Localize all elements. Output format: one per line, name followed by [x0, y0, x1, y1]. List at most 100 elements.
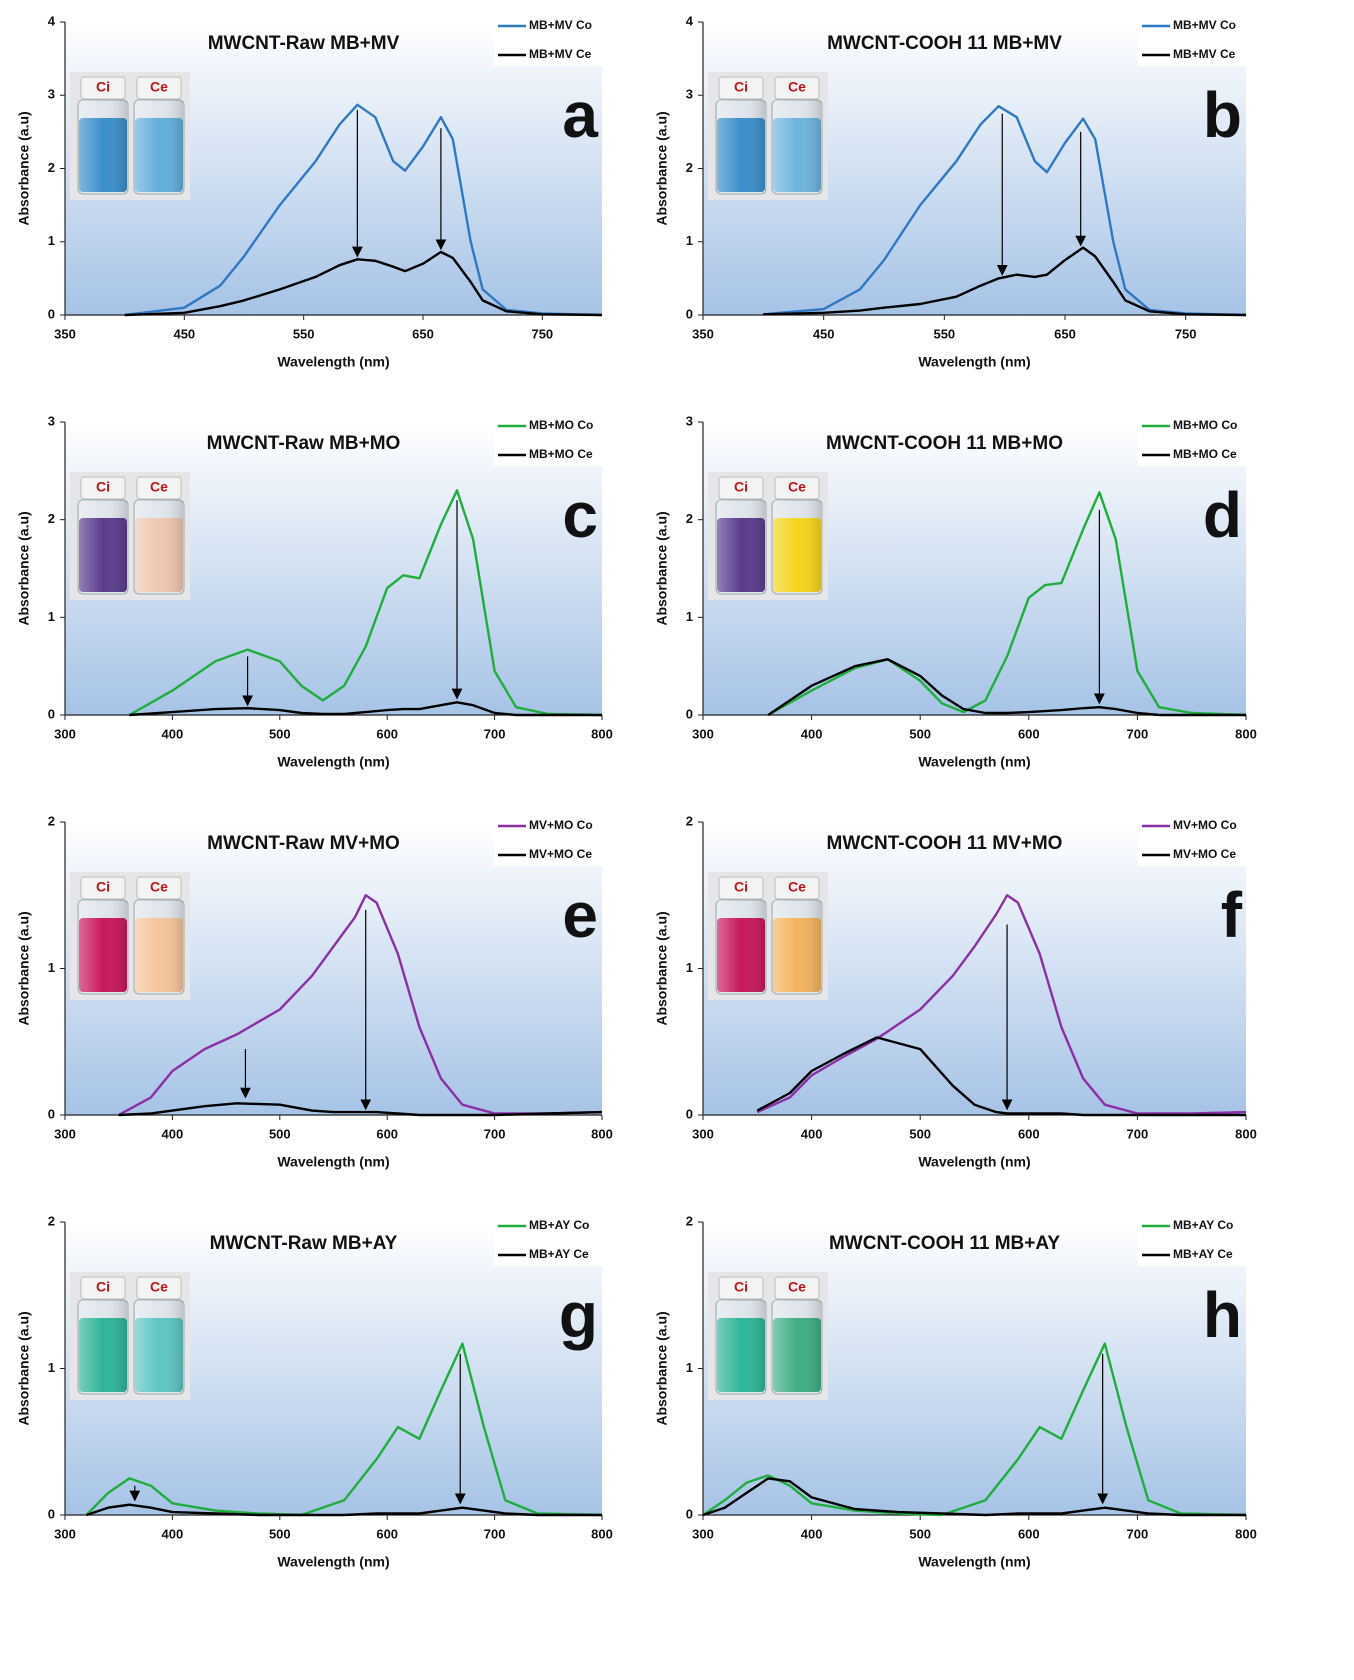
- vial-cap: [136, 1276, 182, 1300]
- panel-letter: b: [1203, 79, 1242, 151]
- vial-label: Ci: [734, 79, 748, 95]
- legend-box: [1138, 8, 1264, 66]
- legend-box: [494, 408, 620, 466]
- y-tick-label: 1: [48, 960, 55, 975]
- y-tick-label: 3: [48, 87, 55, 102]
- legend-label: MB+MV Co: [1173, 18, 1236, 32]
- vial-shine: [135, 500, 183, 592]
- vial-shine: [135, 1300, 183, 1392]
- vial-cap: [136, 76, 182, 100]
- panel-letter: a: [562, 79, 598, 151]
- legend-label: MV+MO Ce: [1173, 847, 1236, 861]
- series-line: [763, 105, 1247, 317]
- x-tick-label: 800: [1235, 726, 1257, 741]
- legend-label: MB+MV Ce: [529, 47, 592, 61]
- legend-box: [494, 1208, 620, 1266]
- legend-label: MB+MV Ce: [1173, 47, 1236, 61]
- vial-shine: [79, 1300, 127, 1392]
- vial-label: Ci: [734, 879, 748, 895]
- vial-cap: [80, 876, 126, 900]
- x-tick-label: 500: [909, 726, 931, 741]
- x-tick-label: 500: [269, 1526, 291, 1541]
- y-axis-label: Absorbance (a.u): [654, 911, 670, 1025]
- legend-label: MB+MO Ce: [1173, 447, 1237, 461]
- vial-label: Ci: [96, 879, 110, 895]
- series-line: [763, 246, 1247, 317]
- vial-cap: [80, 76, 126, 100]
- x-tick-label: 450: [173, 326, 195, 341]
- panel: 0 1 2 3 4 350 450 550 650 750 Wavelength (nm) Absor…: [654, 8, 1264, 370]
- x-tick-label: 300: [54, 1526, 76, 1541]
- vial-cap: [774, 1276, 820, 1300]
- x-tick-label: 300: [54, 1126, 76, 1141]
- vial-cap: [80, 1276, 126, 1300]
- chart-title: MWCNT-COOH 11 MV+MO: [827, 833, 1063, 854]
- x-tick-label: 750: [1175, 326, 1197, 341]
- series-line: [85, 1342, 603, 1517]
- vial-shine: [135, 100, 183, 192]
- y-tick-label: 0: [686, 706, 693, 721]
- vial-shine: [79, 500, 127, 592]
- y-tick-label: 1: [686, 960, 693, 975]
- vial-cap: [718, 1276, 764, 1300]
- x-tick-label: 400: [801, 1526, 823, 1541]
- vial-shine: [79, 100, 127, 192]
- legend-label: MV+MO Co: [1173, 818, 1237, 832]
- y-axis-label: Absorbance (a.u): [654, 1311, 670, 1425]
- y-tick-label: 0: [686, 1506, 693, 1521]
- panel-letter: c: [562, 479, 598, 551]
- x-axis-label: Wavelength (nm): [277, 754, 389, 770]
- x-tick-label: 600: [1018, 1526, 1040, 1541]
- y-tick-label: 1: [48, 609, 55, 624]
- x-tick-label: 400: [801, 726, 823, 741]
- x-tick-label: 800: [1235, 1526, 1257, 1541]
- panel: 0 1 2 300 400 500 600 700 800 Wavelength (nm) Abso…: [16, 808, 620, 1170]
- series-line: [118, 1102, 603, 1117]
- vial-label: Ce: [788, 479, 806, 495]
- y-axis-label: Absorbance (a.u): [16, 511, 32, 625]
- x-tick-label: 700: [1127, 1126, 1149, 1141]
- vial-cap: [718, 476, 764, 500]
- x-axis-label: Wavelength (nm): [918, 354, 1030, 370]
- y-tick-label: 3: [48, 413, 55, 428]
- legend-box: [1138, 1208, 1264, 1266]
- y-tick-label: 2: [686, 813, 693, 828]
- y-axis-label: Absorbance (a.u): [16, 911, 32, 1025]
- legend-label: MB+AY Co: [1173, 1218, 1233, 1232]
- y-tick-label: 2: [686, 1213, 693, 1228]
- y-axis-label: Absorbance (a.u): [16, 1311, 32, 1425]
- panel-letter: d: [1203, 479, 1242, 551]
- series-line: [129, 701, 602, 717]
- y-tick-label: 2: [686, 160, 693, 175]
- legend-label: MB+MV Co: [529, 18, 592, 32]
- x-tick-label: 600: [376, 1526, 398, 1541]
- x-tick-label: 300: [692, 1126, 714, 1141]
- y-tick-label: 1: [48, 1360, 55, 1375]
- vial-cap: [774, 876, 820, 900]
- y-tick-label: 1: [686, 233, 693, 248]
- x-tick-label: 700: [484, 1526, 506, 1541]
- series-line: [702, 1477, 1246, 1517]
- x-tick-label: 700: [484, 1126, 506, 1141]
- vial-label: Ce: [150, 879, 168, 895]
- y-tick-label: 1: [48, 233, 55, 248]
- x-tick-label: 400: [801, 1126, 823, 1141]
- x-tick-label: 700: [484, 726, 506, 741]
- y-tick-label: 3: [686, 87, 693, 102]
- x-tick-label: 500: [909, 1526, 931, 1541]
- panel-letter: h: [1203, 1279, 1242, 1351]
- panel-letter: g: [559, 1279, 598, 1351]
- y-tick-label: 0: [686, 306, 693, 321]
- x-tick-label: 550: [293, 326, 315, 341]
- y-tick-label: 4: [686, 13, 694, 28]
- series-line: [756, 1036, 1246, 1117]
- x-tick-label: 750: [531, 326, 553, 341]
- series-line: [118, 894, 603, 1117]
- y-tick-label: 2: [686, 511, 693, 526]
- y-axis-label: Absorbance (a.u): [16, 111, 32, 225]
- x-tick-label: 550: [933, 326, 955, 341]
- x-tick-label: 500: [269, 1126, 291, 1141]
- y-tick-label: 0: [48, 306, 55, 321]
- legend-box: [1138, 808, 1264, 866]
